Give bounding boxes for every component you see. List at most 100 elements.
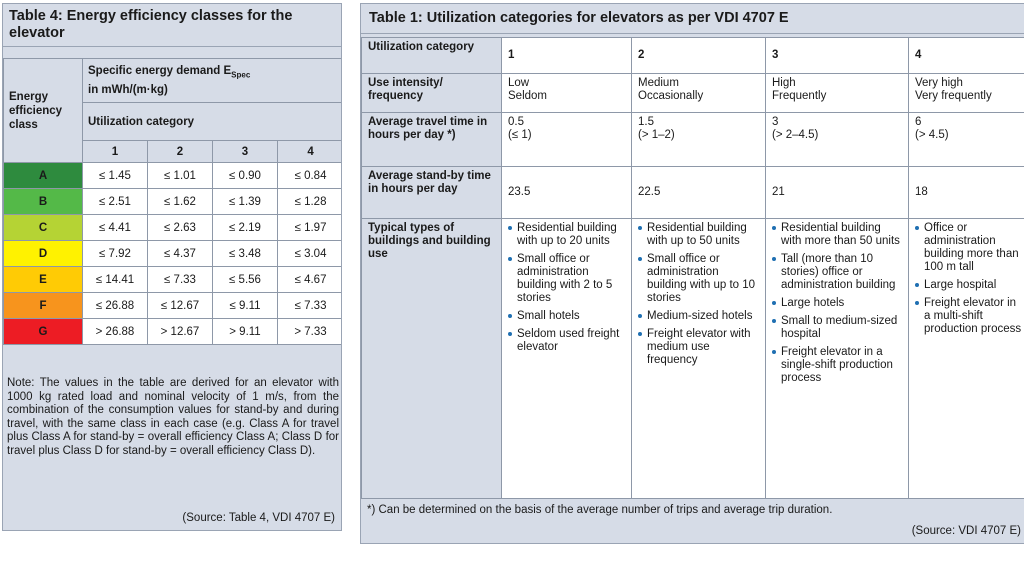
energy-value-cell: ≤ 26.88 — [82, 292, 148, 319]
energy-value-cell: > 26.88 — [82, 318, 148, 345]
efficiency-class-cell: F — [3, 292, 83, 319]
row-value-cell: 0.5 (≤ 1) — [501, 112, 632, 167]
table4-title: Table 4: Energy efficiency classes for t… — [3, 4, 341, 47]
category-col-header: 2 — [631, 37, 766, 74]
table4-source: (Source: Table 4, VDI 4707 E) — [182, 512, 335, 524]
building-types-list: Residential building with up to 50 units… — [638, 222, 759, 367]
category-col-header: 3 — [765, 37, 909, 74]
efficiency-row: F ≤ 26.88 ≤ 12.67 ≤ 9.11 ≤ 7.33 — [3, 292, 341, 319]
energy-value-cell: ≤ 4.67 — [276, 266, 341, 293]
row-value-cell: 18 — [908, 166, 1024, 219]
row-value-cell: 6 (> 4.5) — [908, 112, 1024, 167]
efficiency-class-cell: A — [3, 162, 83, 189]
energy-value-cell: ≤ 2.51 — [82, 188, 148, 215]
category-col-header: 1 — [501, 37, 632, 74]
building-type-item: Freight elevator in a single-shift produ… — [772, 346, 902, 385]
building-types-cell: Residential building with up to 50 units… — [631, 218, 766, 499]
utilization-category-header: Utilization category — [81, 102, 341, 141]
building-types-list: Residential building with up to 20 units… — [508, 222, 625, 354]
efficiency-row: B ≤ 2.51 ≤ 1.62 ≤ 1.39 ≤ 1.28 — [3, 188, 341, 215]
building-types-label: Typical types of buildings and building … — [361, 218, 502, 499]
row-label: Average travel time in hours per day *) — [361, 112, 502, 167]
building-type-item: Large hotels — [772, 297, 902, 310]
efficiency-row: C ≤ 4.41 ≤ 2.63 ≤ 2.19 ≤ 1.97 — [3, 214, 341, 241]
energy-value-cell: > 12.67 — [147, 318, 213, 345]
energy-value-cell: ≤ 4.41 — [82, 214, 148, 241]
energy-value-cell: ≤ 0.90 — [212, 162, 278, 189]
building-type-item: Small office or administration building … — [638, 253, 759, 305]
row-label: Average stand-by time in hours per day — [361, 166, 502, 219]
building-type-item: Freight elevator in a multi-shift produc… — [915, 297, 1024, 336]
table1-panel: Table 1: Utilization categories for elev… — [360, 3, 1024, 544]
energy-value-cell: ≤ 7.33 — [147, 266, 213, 293]
category-col-header: 4 — [908, 37, 1024, 74]
efficiency-class-cell: C — [3, 214, 83, 241]
building-type-item: Residential building with more than 50 u… — [772, 222, 902, 248]
row-value-cell: Very high Very frequently — [908, 73, 1024, 113]
category-col-header: 2 — [147, 140, 213, 163]
row-value-cell: High Frequently — [765, 73, 909, 113]
row-value-cell: 23.5 — [501, 166, 632, 219]
efficiency-row: G > 26.88 > 12.67 > 9.11 > 7.33 — [3, 318, 341, 345]
row-value-cell: Medium Occasionally — [631, 73, 766, 113]
energy-value-cell: ≤ 1.28 — [276, 188, 341, 215]
energy-value-cell: ≤ 7.92 — [82, 240, 148, 267]
building-type-item: Tall (more than 10 stories) office or ad… — [772, 253, 902, 292]
category-col-header: 1 — [82, 140, 148, 163]
building-type-item: Seldom used freight elevator — [508, 328, 625, 354]
energy-value-cell: > 7.33 — [276, 318, 341, 345]
row-value-cell: Low Seldom — [501, 73, 632, 113]
building-types-cell: Residential building with more than 50 u… — [765, 218, 909, 499]
efficiency-row: D ≤ 7.92 ≤ 4.37 ≤ 3.48 ≤ 3.04 — [3, 240, 341, 267]
energy-value-cell: ≤ 5.56 — [212, 266, 278, 293]
row-value-cell: 3 (> 2–4.5) — [765, 112, 909, 167]
efficiency-table: Energy efficiency class Specific energy … — [3, 58, 341, 345]
row-value-cell: 22.5 — [631, 166, 766, 219]
efficiency-class-header: Energy efficiency class — [3, 58, 83, 163]
energy-value-cell: ≤ 3.04 — [276, 240, 341, 267]
building-types-cell: Office or administration building more t… — [908, 218, 1024, 499]
building-type-item: Small office or administration building … — [508, 253, 625, 305]
utilization-category-label: Utilization category — [361, 37, 502, 74]
energy-value-cell: ≤ 2.63 — [147, 214, 213, 241]
building-type-item: Residential building with up to 20 units — [508, 222, 625, 248]
efficiency-class-cell: G — [3, 318, 83, 345]
building-types-cell: Residential building with up to 20 units… — [501, 218, 632, 499]
table1-footnote: *) Can be determined on the basis of the… — [367, 504, 833, 516]
energy-value-cell: ≤ 1.39 — [212, 188, 278, 215]
category-col-header: 3 — [212, 140, 278, 163]
row-value-cell: 1.5 (> 1–2) — [631, 112, 766, 167]
table1-source: (Source: VDI 4707 E) — [911, 525, 1021, 537]
energy-value-cell: ≤ 2.19 — [212, 214, 278, 241]
energy-value-cell: ≤ 1.45 — [82, 162, 148, 189]
efficiency-row: E ≤ 14.41 ≤ 7.33 ≤ 5.56 ≤ 4.67 — [3, 266, 341, 293]
energy-value-cell: ≤ 12.67 — [147, 292, 213, 319]
building-type-item: Medium-sized hotels — [638, 310, 759, 323]
energy-value-cell: ≤ 7.33 — [276, 292, 341, 319]
table1-title: Table 1: Utilization categories for elev… — [361, 4, 1024, 34]
utilization-row: Average travel time in hours per day *) 0… — [361, 112, 1024, 167]
building-type-item: Residential building with up to 50 units — [638, 222, 759, 248]
building-type-item: Small to medium-sized hospital — [772, 315, 902, 341]
energy-value-cell: ≤ 9.11 — [212, 292, 278, 319]
energy-value-cell: ≤ 14.41 — [82, 266, 148, 293]
utilization-table: Utilization category 1 2 3 4 Use intensity/ f… — [361, 37, 1024, 499]
efficiency-row: A ≤ 1.45 ≤ 1.01 ≤ 0.90 ≤ 0.84 — [3, 162, 341, 189]
efficiency-class-cell: B — [3, 188, 83, 215]
energy-value-cell: ≤ 4.37 — [147, 240, 213, 267]
energy-value-cell: ≤ 1.97 — [276, 214, 341, 241]
energy-value-cell: ≤ 1.01 — [147, 162, 213, 189]
energy-value-cell: ≤ 3.48 — [212, 240, 278, 267]
efficiency-class-cell: E — [3, 266, 83, 293]
row-label: Use intensity/ frequency — [361, 73, 502, 113]
table4-panel: Table 4: Energy efficiency classes for t… — [2, 3, 342, 531]
building-type-item: Large hospital — [915, 279, 1024, 292]
energy-value-cell: > 9.11 — [212, 318, 278, 345]
building-type-item: Office or administration building more t… — [915, 222, 1024, 274]
energy-value-cell: ≤ 0.84 — [276, 162, 341, 189]
efficiency-class-cell: D — [3, 240, 83, 267]
row-value-cell: 21 — [765, 166, 909, 219]
building-types-list: Residential building with more than 50 u… — [772, 222, 902, 385]
building-types-list: Office or administration building more t… — [915, 222, 1024, 336]
table4-note: Note: The values in the table are derive… — [7, 377, 339, 457]
